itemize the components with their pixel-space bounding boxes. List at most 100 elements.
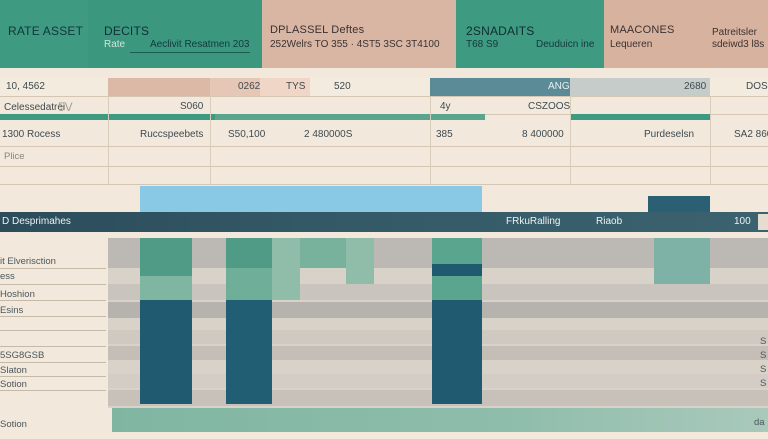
header-panel-1-title: RATE ASSET [8, 24, 84, 38]
label-sep-8 [0, 376, 106, 377]
row1-c4: 520 [334, 81, 351, 92]
lower-label-3: Hoshion [0, 289, 35, 300]
row3-stripe-mid [215, 114, 485, 120]
header-panel-4-sub-left: T68 S9 [466, 39, 499, 50]
section-end-marker [758, 214, 768, 230]
lower-label-7: 5SG8GSB [0, 350, 45, 361]
header-panel-4 [456, 0, 604, 68]
row2-left: Celessedatrei [4, 102, 66, 113]
green-block-2b [226, 268, 272, 300]
row2-left-extra: 5V [58, 100, 73, 114]
header-panel-2-underline [130, 52, 250, 53]
row1-c6: 2680 [684, 81, 707, 92]
row1-cell-peach-c [260, 78, 310, 96]
header-panel-5 [604, 0, 702, 68]
label-sep-2 [0, 284, 106, 285]
green-block-1b [140, 276, 192, 300]
row3-c3: S50,100 [228, 129, 266, 140]
label-sep-6 [0, 346, 106, 347]
teal-column-3 [432, 300, 482, 404]
row1-c5: ANG [548, 81, 570, 92]
lower-label-1: it Elverisction [0, 256, 56, 267]
header-panel-4-title: 2SNADAITS [466, 24, 535, 38]
bottom-green-bar [112, 408, 768, 432]
section-num: 100 [734, 216, 751, 227]
green-block-6 [432, 238, 482, 264]
section-right: Riaob [596, 216, 623, 227]
upper-col-line-4 [570, 96, 571, 184]
green-block-4 [300, 238, 346, 268]
row1-divider [0, 96, 768, 97]
header-panel-6-sub: Patreitsler [712, 27, 758, 38]
row3-c4: 2 480000S [304, 129, 353, 140]
right-mark-1: S [760, 336, 767, 347]
header-panel-4-sub-right: Deuduicn ine [536, 39, 595, 50]
row1-cell-peach-b [210, 78, 260, 96]
row3-stripe-left [0, 114, 215, 120]
row1-left: 10, 4562 [6, 81, 45, 92]
green-block-7 [654, 238, 710, 284]
section-left: D Desprimahes [2, 216, 71, 227]
right-mark-2: S [760, 350, 767, 361]
row3-divider [0, 146, 768, 147]
header-panel-2-sub-right: Aeclivit Resatmen 203 [150, 39, 250, 50]
navy-swatch[interactable] [648, 196, 710, 212]
header-panel-2 [88, 0, 262, 68]
label-sep-3 [0, 300, 106, 301]
header-panel-2-title: DECITS [104, 24, 150, 38]
right-mark-3: S [760, 364, 767, 375]
row4-left: Plice [4, 151, 25, 162]
row2-c3: 4y [440, 101, 451, 112]
teal-column-3a [432, 264, 482, 276]
header-panel-3-title: DPLASSEL Deftes [270, 24, 365, 36]
teal-column-3b [432, 276, 482, 300]
selection-highlight[interactable] [140, 186, 482, 212]
right-mark-5: da [754, 417, 765, 428]
upper-col-line-5 [710, 96, 711, 184]
lower-label-11: Sotion [0, 419, 27, 430]
label-sep-5 [0, 330, 106, 331]
header-panel-3-sub: 252Welrs TO 355 · 4ST5 3SC 3T4100 [270, 39, 440, 50]
header-panel-6 [702, 0, 768, 68]
header-panel-2-sub-left: Rate [104, 39, 126, 50]
green-block-3 [272, 238, 300, 300]
row3-left: 1300 Rocess [2, 129, 61, 140]
section-bar [0, 212, 768, 232]
header-panel-5-title: MAACONES [610, 24, 675, 36]
section-mid: FRkuRalling [506, 216, 561, 227]
row3-c5: 385 [436, 129, 453, 140]
lower-label-4: Esins [0, 305, 24, 316]
lower-label-9: Sotion [0, 379, 27, 390]
header-panel-5-sub: Lequeren [610, 39, 653, 50]
green-block-1 [140, 238, 192, 276]
header-panel-6-sub2: sdeiwd3 l8s [712, 39, 765, 50]
row2-c4: CSZOOS [528, 101, 571, 112]
row1-c3: TYS [286, 81, 306, 92]
lower-label-8: Slaton [0, 365, 27, 376]
row3-c7: Purdeselsn [644, 129, 695, 140]
row1-cell-peach-a [108, 78, 210, 96]
right-mark-4: S [760, 378, 767, 389]
row3-c6: 8 400000 [522, 129, 564, 140]
row2-c2: S060 [180, 101, 204, 112]
row1-cell-teal-b [570, 78, 710, 96]
upper-col-line-1 [108, 96, 109, 184]
upper-col-line-3 [430, 96, 431, 184]
teal-column-2 [226, 300, 272, 404]
label-sep-4 [0, 316, 106, 317]
green-block-2 [226, 238, 272, 268]
row3-stripe-right [570, 114, 710, 120]
upper-col-line-2 [210, 96, 211, 184]
row4-divider [0, 166, 768, 167]
lower-label-2: ess [0, 271, 15, 282]
label-sep-7 [0, 362, 106, 363]
row5-divider [0, 184, 768, 185]
row1-cell-teal-a [430, 78, 570, 96]
header-panel-1 [0, 0, 88, 68]
row1-c2: 0262 [238, 81, 261, 92]
teal-column-1 [140, 300, 192, 404]
row1-c7: DOS [746, 81, 768, 92]
header-panel-3 [262, 0, 456, 68]
row3-c2: Ruccspeebets [140, 129, 204, 140]
label-sep-9 [0, 390, 106, 391]
